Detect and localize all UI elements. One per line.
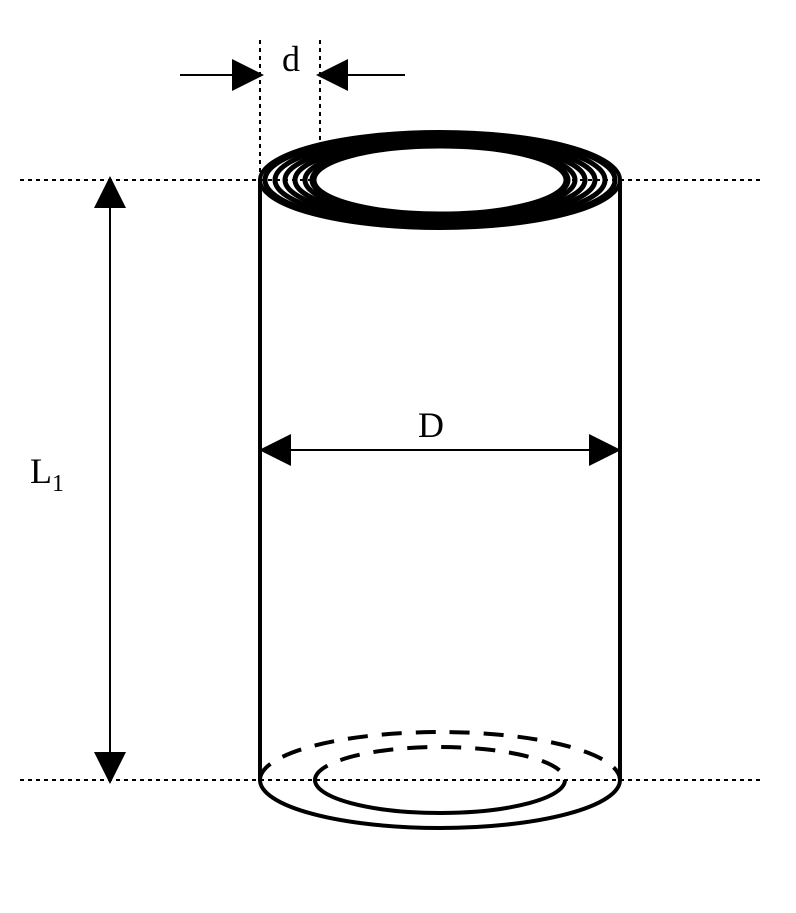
label-D: D [418,404,444,446]
diagram-container: d D L1 [0,0,796,913]
label-d: d [282,38,300,80]
label-L1: L1 [30,450,64,498]
label-L1-main: L [30,451,52,491]
cylinder-diagram [0,0,796,913]
label-L1-sub: 1 [52,471,64,497]
